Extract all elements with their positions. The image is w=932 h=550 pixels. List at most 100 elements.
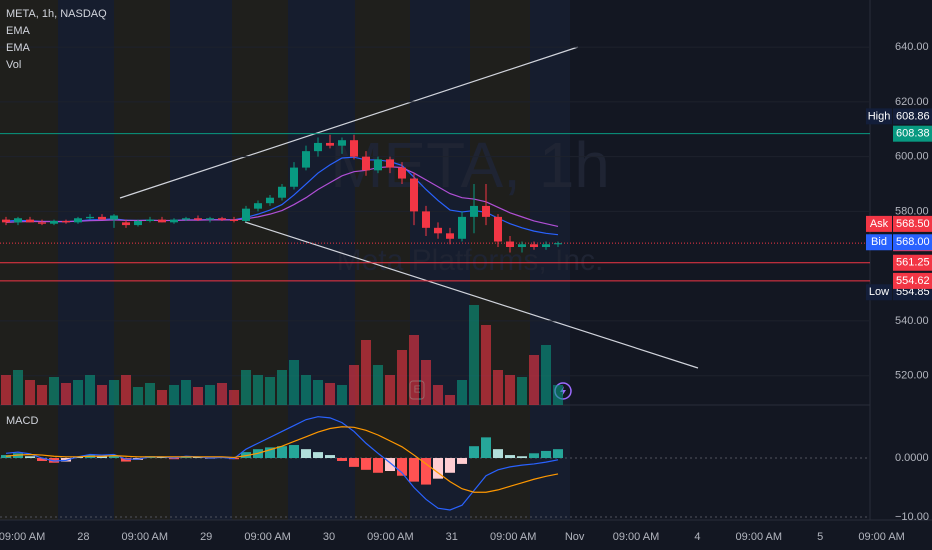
volume-bar xyxy=(385,375,395,405)
volume-bar xyxy=(325,383,335,405)
macd-histogram-bar xyxy=(265,447,275,459)
macd-histogram-bar xyxy=(493,449,503,459)
volume-bar xyxy=(373,365,383,405)
session-band xyxy=(410,0,470,520)
volume-bar xyxy=(181,380,191,405)
macd-histogram-bar xyxy=(1,455,11,459)
legend-item: EMA xyxy=(6,42,31,54)
macd-histogram-bar xyxy=(457,458,467,464)
volume-bar xyxy=(349,365,359,405)
price-tag xyxy=(893,234,932,251)
macd-histogram-bar xyxy=(97,456,107,459)
macd-histogram-bar xyxy=(277,446,287,459)
legend-item: EMA xyxy=(6,25,31,37)
candle-body xyxy=(50,220,58,224)
macd-histogram-bar xyxy=(421,458,431,485)
price-tag xyxy=(893,108,932,125)
candle-body xyxy=(326,142,334,146)
price-tag-name: Bid xyxy=(871,236,887,248)
price-tag xyxy=(893,254,932,271)
macd-histogram-bar xyxy=(361,458,371,470)
x-tick-label: 09:00 AM xyxy=(858,531,904,543)
candle-body xyxy=(494,216,502,242)
x-tick-label: 09:00 AM xyxy=(490,531,536,543)
candle-body xyxy=(26,219,34,223)
candle-body xyxy=(2,219,10,223)
candle-body xyxy=(62,220,70,223)
x-tick-label: 5 xyxy=(817,531,823,543)
session-band xyxy=(530,0,570,520)
volume-bar xyxy=(229,390,239,405)
y-tick-label: 580.00 xyxy=(895,205,929,217)
macd-histogram-bar xyxy=(37,458,47,461)
y-tick-label: 640.00 xyxy=(895,41,929,53)
candle-body xyxy=(398,167,406,179)
price-tag xyxy=(893,272,932,289)
candle-body xyxy=(86,216,94,219)
x-tick-label: 4 xyxy=(694,531,700,543)
volume-bar xyxy=(469,305,479,405)
candle-body xyxy=(410,178,418,212)
volume-bar xyxy=(481,325,491,405)
volume-bar xyxy=(313,380,323,405)
price-tag-name-box xyxy=(866,234,892,251)
volume-bar xyxy=(445,395,455,405)
volume-bar xyxy=(433,385,443,405)
x-tick-label: 09:00 AM xyxy=(736,531,782,543)
volume-bar xyxy=(25,380,35,405)
candle-body xyxy=(542,244,550,247)
candle-body xyxy=(278,186,286,198)
x-tick-label: 30 xyxy=(323,531,335,543)
volume-bar xyxy=(217,383,227,405)
macd-histogram-bar xyxy=(553,449,563,459)
watermark-title: META, 1h xyxy=(330,129,610,201)
candle-body xyxy=(230,219,238,221)
volume-bar xyxy=(301,375,311,405)
volume-bar xyxy=(121,375,131,405)
candle-body xyxy=(458,216,466,239)
volume-bar xyxy=(85,375,95,405)
session-band xyxy=(470,0,530,520)
volume-bar xyxy=(541,345,551,405)
session-band xyxy=(114,0,170,520)
candle-body xyxy=(134,220,142,226)
macd-histogram-bar xyxy=(517,456,527,459)
candle-body xyxy=(158,219,166,223)
x-tick-label: 09:00 AM xyxy=(367,531,413,543)
candle-body xyxy=(374,159,382,171)
macd-histogram-bar xyxy=(385,458,395,472)
session-band xyxy=(170,0,232,520)
volume-bar xyxy=(13,370,23,405)
macd-histogram-bar xyxy=(529,453,539,459)
macd-histogram-bar xyxy=(301,449,311,459)
volume-bar xyxy=(493,370,503,405)
volume-bar xyxy=(205,385,215,405)
candle-body xyxy=(14,218,22,223)
macd-histogram-bar xyxy=(397,458,407,476)
candle-body xyxy=(194,218,202,220)
price-tag-name-box xyxy=(866,108,892,125)
price-tag-label: 561.25 xyxy=(896,257,930,269)
candle-body xyxy=(530,244,538,247)
macd-histogram-bar xyxy=(109,455,119,459)
volume-bar xyxy=(169,385,179,405)
volume-bar xyxy=(505,375,515,405)
legend-item: Vol xyxy=(6,59,21,71)
x-tick-label: 09:00 AM xyxy=(244,531,290,543)
legend-item: META, 1h, NASDAQ xyxy=(6,8,107,20)
volume-bar xyxy=(421,360,431,405)
price-tag xyxy=(893,215,932,232)
volume-bar xyxy=(529,355,539,405)
macd-histogram-bar xyxy=(541,450,551,459)
macd-histogram-bar xyxy=(313,452,323,459)
y-tick-label: 620.00 xyxy=(895,96,929,108)
macd-histogram-bar xyxy=(337,458,347,461)
candle-body xyxy=(302,151,310,168)
candle-body xyxy=(242,208,250,221)
candle-body xyxy=(182,218,190,220)
volume-bar xyxy=(265,377,275,405)
candle-body xyxy=(170,219,178,223)
volume-bar xyxy=(133,387,143,405)
volume-bar xyxy=(277,370,287,405)
